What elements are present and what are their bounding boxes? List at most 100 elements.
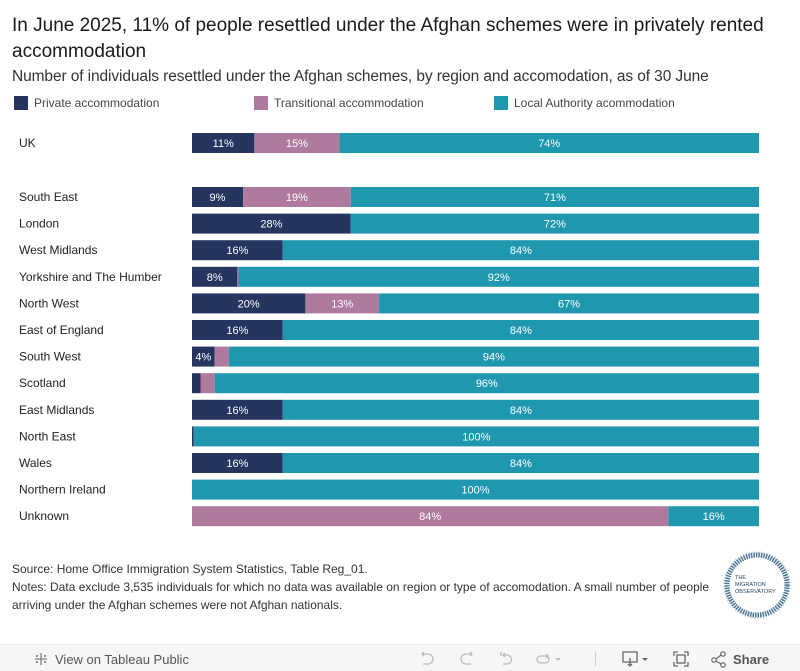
bar-segment-private[interactable] <box>192 266 238 287</box>
bar-segment-transitional[interactable] <box>192 506 669 527</box>
category-label: Northern Ireland <box>19 483 106 497</box>
data-label: 84% <box>419 511 441 523</box>
legend-item-private[interactable]: Private accommodation <box>14 96 159 110</box>
data-label: 94% <box>483 352 505 364</box>
bar-segment-private[interactable] <box>192 293 306 314</box>
category-label: West Midlands <box>19 243 97 257</box>
bar-segment-transitional[interactable] <box>200 373 215 394</box>
bar-segment-transitional[interactable] <box>237 266 239 287</box>
bar-segment-local-authority[interactable] <box>282 399 759 420</box>
bar-row: East Midlands 16% 84% <box>19 399 759 420</box>
share-label: Share <box>733 651 770 667</box>
data-label: 16% <box>226 405 248 417</box>
bar-row: Yorkshire and The Humber 8% 92% <box>19 266 759 287</box>
data-label: 19% <box>286 192 308 204</box>
bar-row: Northern Ireland 100% <box>19 479 759 500</box>
bar-segment-local-authority[interactable] <box>350 187 759 207</box>
view-on-tableau-label: View on Tableau Public <box>55 651 189 667</box>
bar-row: West Midlands 16% 84% <box>19 240 759 261</box>
category-label: East Midlands <box>19 403 94 417</box>
legend-item-transitional[interactable]: Transitional accommodation <box>254 96 424 110</box>
data-label: 67% <box>558 298 580 310</box>
logo-line: MIGRATION <box>735 582 766 588</box>
bar-segment-private[interactable] <box>192 213 351 234</box>
revert-icon <box>500 652 513 665</box>
bar-segment-local-authority[interactable] <box>238 266 759 287</box>
category-label: South West <box>19 350 81 364</box>
bar-row: UK 11% 15% 74% <box>19 133 759 153</box>
revert-button[interactable] <box>497 650 515 668</box>
fullscreen-icon <box>673 651 689 667</box>
legend-swatch-local-authority <box>494 96 508 110</box>
bar-segment-private[interactable] <box>192 399 283 420</box>
category-label: Scotland <box>19 376 66 390</box>
bar-row: Wales 16% 84% <box>19 453 759 473</box>
bar-segment-local-authority[interactable] <box>668 506 759 527</box>
category-label: Wales <box>19 456 52 470</box>
legend-item-local-authority[interactable]: Local Authority acommodation <box>494 96 675 110</box>
bar-row: Scotland 96% <box>19 373 759 394</box>
bar-segment-local-authority[interactable] <box>193 426 760 447</box>
view-on-tableau-link[interactable]: View on Tableau Public <box>33 650 189 668</box>
data-label: 15% <box>286 138 308 150</box>
bar-segment-local-authority[interactable] <box>282 320 759 340</box>
bar-segment-local-authority[interactable] <box>350 213 759 234</box>
download-icon <box>622 651 648 667</box>
bar-segment-private[interactable] <box>192 373 201 394</box>
undo-icon <box>421 651 434 665</box>
category-label: Unknown <box>19 509 69 523</box>
bar-segment-local-authority[interactable] <box>192 479 759 500</box>
bar-segment-private[interactable] <box>192 453 283 473</box>
bar-segment-private[interactable] <box>192 240 283 261</box>
data-label: 84% <box>510 245 532 257</box>
bar-row: East of England 16% 84% <box>19 320 759 340</box>
tableau-icon <box>33 651 49 667</box>
bar-row: London 28% 72% <box>19 213 759 234</box>
stacked-bar-chart: UK 11% 15% 74% South East 9% 19% 71% London 28% 72… <box>19 133 760 527</box>
data-label: 20% <box>238 298 260 310</box>
bar-segment-local-authority[interactable] <box>282 453 759 473</box>
bar-segment-transitional[interactable] <box>305 293 380 314</box>
bar-segment-local-authority[interactable] <box>379 293 759 314</box>
bar-segment-private[interactable] <box>192 346 215 367</box>
chart-title: In June 2025, 11% of people resettled un… <box>12 15 764 62</box>
bar-segment-local-authority[interactable] <box>282 240 759 261</box>
data-label: 16% <box>226 458 248 470</box>
migration-observatory-logo[interactable]: THE MIGRATION OBSERVATORY <box>722 550 792 620</box>
bar-segment-transitional[interactable] <box>243 187 351 207</box>
bar-segment-local-authority[interactable] <box>228 346 760 367</box>
bar-segment-private[interactable] <box>192 187 244 207</box>
data-label: 74% <box>538 138 560 150</box>
category-label: London <box>19 217 59 231</box>
category-label: North East <box>19 429 76 443</box>
refresh-button[interactable] <box>535 650 563 668</box>
fullscreen-button[interactable] <box>672 650 690 668</box>
bar-segment-private[interactable] <box>192 426 194 447</box>
category-label: UK <box>19 136 36 150</box>
tableau-toolbar: View on Tableau Public Share <box>0 644 800 671</box>
download-button[interactable] <box>620 650 652 668</box>
undo-button[interactable] <box>418 650 436 668</box>
toolbar-divider <box>595 650 596 668</box>
bar-segment-transitional[interactable] <box>214 346 229 367</box>
data-label: 96% <box>476 378 498 390</box>
bar-segment-private[interactable] <box>192 133 255 153</box>
share-icon <box>711 651 726 668</box>
category-label: South East <box>19 190 78 204</box>
bar-row: North East 100% <box>19 426 760 447</box>
bar-segment-transitional[interactable] <box>254 133 340 153</box>
bar-segment-local-authority[interactable] <box>214 373 759 394</box>
logo-line: THE <box>735 575 746 581</box>
legend-label: Transitional accommodation <box>274 96 424 110</box>
data-label: 100% <box>461 485 489 497</box>
notes-text: Notes: Data exclude 3,535 individuals fo… <box>12 580 710 612</box>
redo-icon <box>460 651 473 665</box>
category-label: East of England <box>19 323 104 337</box>
bar-segment-local-authority[interactable] <box>339 133 759 153</box>
legend: Private accommodation Transitional accom… <box>0 96 800 112</box>
share-button[interactable]: Share <box>710 650 769 668</box>
redo-button[interactable] <box>458 650 476 668</box>
bar-segment-private[interactable] <box>192 320 283 340</box>
legend-swatch-private <box>14 96 28 110</box>
logo-line: OBSERVATORY <box>735 589 776 595</box>
